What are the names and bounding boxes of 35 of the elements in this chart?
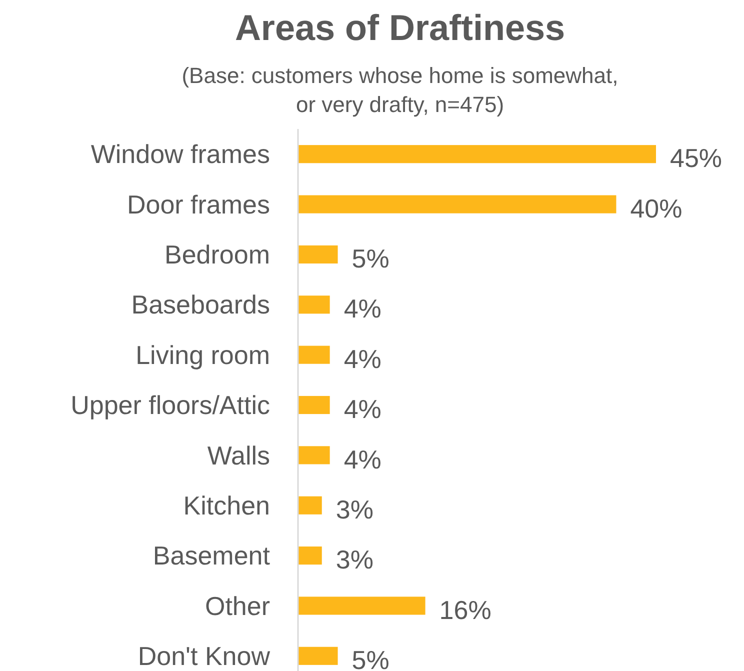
data-label: 4% <box>344 294 382 324</box>
data-label: 4% <box>344 444 382 474</box>
y-tick-label: Window frames <box>90 139 270 170</box>
y-tick-label: Kitchen <box>183 490 270 520</box>
data-label: 5% <box>352 244 390 274</box>
data-label: 4% <box>344 344 382 374</box>
y-tick-label: Door frames <box>126 189 270 220</box>
y-tick-label: Basement <box>152 540 271 571</box>
bar <box>298 245 338 264</box>
data-label: 40% <box>630 193 682 224</box>
y-tick-label: Other <box>204 590 270 621</box>
bar <box>298 446 330 464</box>
data-label: 4% <box>344 394 382 424</box>
bar <box>298 296 330 314</box>
data-label: 45% <box>670 143 722 174</box>
data-label: 3% <box>336 494 374 524</box>
chart-subtitle: (Base: customers whose home is somewhat, or very drafty, n=475) <box>182 63 618 117</box>
y-tick-label: Walls <box>207 440 270 470</box>
y-tick-label: Living room <box>136 340 270 370</box>
bar <box>298 145 656 164</box>
bar <box>298 195 616 214</box>
bar <box>298 396 330 414</box>
bar <box>298 496 322 514</box>
bar <box>298 346 330 364</box>
bar <box>298 596 426 615</box>
y-tick-label: Upper floors/Attic <box>70 390 270 420</box>
chart-title: Areas of Draftiness <box>234 7 566 48</box>
bar <box>298 646 338 665</box>
y-tick-label: Baseboards <box>131 290 270 320</box>
data-label: 5% <box>352 645 390 671</box>
data-label: 3% <box>336 544 374 575</box>
bar <box>298 546 322 565</box>
y-tick-label: Bedroom <box>164 240 270 270</box>
data-label: 16% <box>439 594 492 625</box>
y-tick-label: Don't Know <box>138 641 270 671</box>
